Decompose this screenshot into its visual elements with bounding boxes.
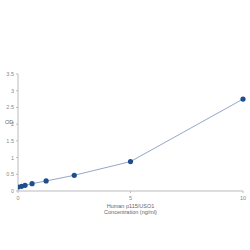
point bbox=[22, 183, 27, 188]
x-tick bbox=[243, 191, 244, 193]
y-tick-label: 0 bbox=[11, 188, 14, 194]
x-tick bbox=[18, 191, 19, 193]
x-tick-label: 10 bbox=[240, 195, 246, 201]
y-tick-label: 0.5 bbox=[6, 171, 14, 177]
point bbox=[29, 181, 34, 186]
y-axis bbox=[18, 74, 19, 191]
y-tick-label: 1 bbox=[11, 155, 14, 161]
plot-area bbox=[18, 96, 246, 189]
curve bbox=[18, 99, 243, 187]
chart-root: 00.511.522.533.50510ODHuman p115/USO1Con… bbox=[0, 0, 250, 250]
x-tick-label: 5 bbox=[129, 195, 132, 201]
y-tick-label: 2.5 bbox=[6, 104, 14, 110]
point bbox=[44, 178, 49, 183]
x-tick bbox=[130, 191, 131, 193]
y-tick bbox=[16, 74, 18, 75]
y-tick bbox=[16, 124, 18, 125]
point bbox=[72, 173, 77, 178]
y-tick-label: 3.5 bbox=[6, 71, 14, 77]
y-tick-label: 1.5 bbox=[6, 138, 14, 144]
y-tick-label: 3 bbox=[11, 88, 14, 94]
y-tick bbox=[16, 174, 18, 175]
x-label: Concentration (ng/ml) bbox=[104, 209, 157, 215]
x-tick-label: 0 bbox=[16, 195, 19, 201]
chart: 00.511.522.533.50510ODHuman p115/USO1Con… bbox=[0, 0, 250, 250]
y-tick bbox=[16, 140, 18, 141]
y-tick bbox=[16, 157, 18, 158]
y-label: OD bbox=[5, 119, 13, 125]
y-tick bbox=[16, 107, 18, 108]
y-tick bbox=[16, 90, 18, 91]
point bbox=[128, 159, 133, 164]
point bbox=[240, 96, 245, 101]
